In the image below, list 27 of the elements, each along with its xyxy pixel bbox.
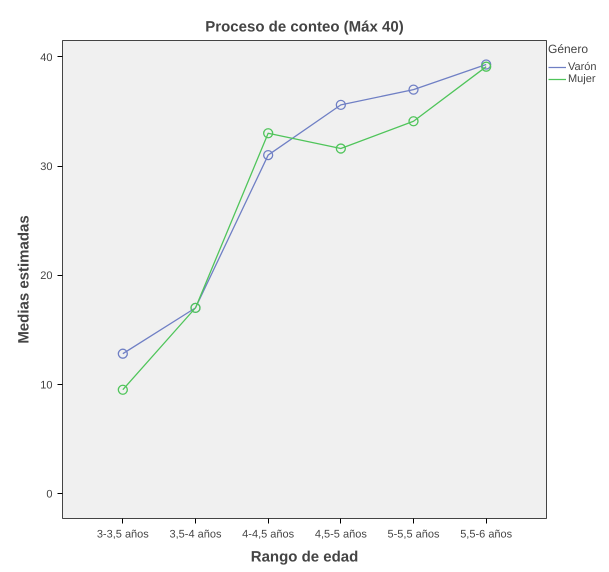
y-axis-title: Medias estimadas: [15, 215, 32, 344]
point: [118, 384, 128, 395]
y-tick-label: 0: [46, 488, 53, 500]
point: [481, 59, 492, 70]
point: [118, 348, 128, 359]
legend-label: Varón: [568, 61, 597, 73]
legend-label: Mujer: [568, 73, 596, 85]
y-tick-label: 30: [40, 161, 53, 173]
y-tick-label: 20: [40, 270, 53, 282]
point: [263, 150, 274, 160]
point: [408, 116, 419, 126]
point: [336, 100, 346, 110]
x-axis-title: Rango de edad: [250, 548, 358, 566]
point: [336, 143, 346, 154]
x-tick-label: 5,5-6 años: [460, 528, 513, 540]
x-tick-label: 3-3,5 años: [96, 528, 150, 540]
y-tick-label: 10: [40, 379, 53, 392]
chart-title: Proceso de conteo (Máx 40): [205, 18, 404, 36]
x-tick-label: 4,5-5 años: [314, 528, 368, 540]
x-tick-label: 5-5,5 años: [388, 528, 440, 540]
point: [263, 128, 274, 138]
legend-title: Género: [548, 42, 590, 56]
point: [408, 84, 419, 95]
point: [481, 62, 492, 72]
x-tick-label: 4-4,5 años: [242, 528, 295, 540]
y-tick-label: 40: [40, 52, 53, 64]
x-tick-label: 3,5-4 años: [170, 528, 222, 540]
